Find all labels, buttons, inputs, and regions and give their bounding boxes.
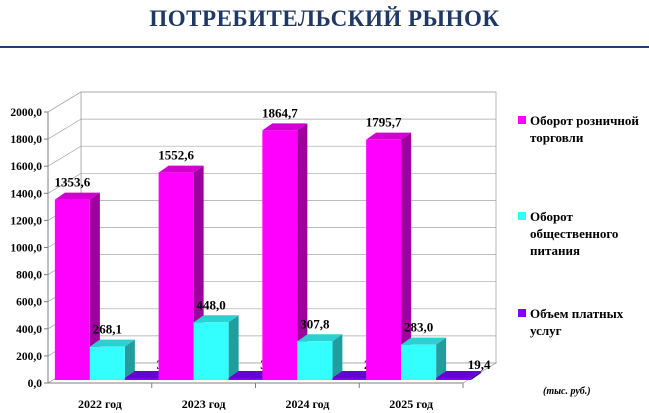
legend-label-catering: Оборот общественного питания bbox=[530, 209, 619, 258]
bar-side bbox=[436, 337, 447, 380]
bar-retail bbox=[366, 139, 402, 380]
gridline bbox=[47, 118, 496, 140]
x-tick-label: 2024 год bbox=[285, 397, 329, 411]
bar-top bbox=[297, 334, 343, 342]
data-label: 1795,7 bbox=[366, 115, 402, 130]
bar-top bbox=[436, 371, 482, 378]
bar-side bbox=[401, 132, 412, 380]
legend-swatch-services bbox=[518, 309, 526, 317]
bar-top bbox=[193, 315, 239, 323]
bar-top bbox=[54, 192, 100, 200]
data-label: 307,8 bbox=[300, 316, 330, 331]
bar-side bbox=[228, 315, 239, 380]
x-tick-label: 2025 год bbox=[389, 397, 433, 411]
bar-retail bbox=[54, 199, 90, 380]
bar-top bbox=[366, 132, 412, 140]
bar-services bbox=[228, 378, 264, 380]
bar-services bbox=[436, 378, 472, 380]
bar-side bbox=[332, 334, 343, 380]
legend-swatch-catering bbox=[518, 212, 526, 220]
bar-top bbox=[89, 339, 135, 347]
bar-top bbox=[158, 165, 204, 173]
bar-top bbox=[262, 123, 308, 131]
bar-top bbox=[401, 337, 447, 345]
bar-services bbox=[124, 378, 160, 380]
y-tick-label: 1000,0 bbox=[10, 243, 42, 255]
data-label: 283,0 bbox=[404, 320, 433, 335]
page-title: ПОТРЕБИТЕЛЬСКИЙ РЫНОК bbox=[149, 6, 500, 31]
legend-swatch-retail bbox=[518, 116, 526, 124]
data-label: 19,4 bbox=[468, 357, 491, 372]
y-tick-label: 800,0 bbox=[16, 270, 42, 282]
bar-side bbox=[471, 371, 482, 380]
x-tick-label: 2022 год bbox=[78, 397, 122, 411]
bar-catering bbox=[193, 322, 229, 380]
y-tick-label: 400,0 bbox=[16, 324, 42, 336]
y-tick-label: 600,0 bbox=[16, 297, 42, 309]
title-divider bbox=[0, 46, 649, 48]
x-tick-label: 2023 год bbox=[182, 397, 226, 411]
data-label: 1864,7 bbox=[262, 105, 298, 120]
y-tick-label: 1400,0 bbox=[10, 188, 42, 200]
gridline bbox=[47, 145, 496, 167]
bar-side bbox=[124, 339, 135, 380]
bar-side bbox=[297, 123, 308, 380]
y-tick-label: 0,0 bbox=[28, 378, 43, 390]
bar-catering bbox=[401, 344, 437, 380]
bar-services bbox=[332, 378, 368, 380]
y-tick-label: 200,0 bbox=[16, 351, 42, 363]
y-tick-label: 1200,0 bbox=[10, 215, 42, 227]
unit-note: (тыс. руб.) bbox=[543, 386, 591, 397]
gridline bbox=[47, 172, 496, 194]
bar-retail bbox=[158, 172, 194, 380]
data-label: 268,1 bbox=[93, 322, 122, 337]
data-label: 448,0 bbox=[197, 297, 226, 312]
bar-side bbox=[89, 192, 100, 380]
data-label: 1552,6 bbox=[158, 148, 194, 163]
legend-label-retail: Оборот розничной торговли bbox=[530, 113, 639, 145]
y-tick-label: 2000,0 bbox=[10, 107, 42, 119]
legend-label-services: Объем платных услуг bbox=[530, 306, 624, 338]
bar-catering bbox=[89, 346, 125, 380]
gridline bbox=[47, 91, 496, 113]
data-label: 1353,6 bbox=[55, 175, 91, 190]
bar-catering bbox=[297, 341, 333, 380]
y-tick-label: 1600,0 bbox=[10, 161, 42, 173]
bar-retail bbox=[262, 130, 298, 380]
y-tick-label: 1800,0 bbox=[10, 134, 42, 146]
